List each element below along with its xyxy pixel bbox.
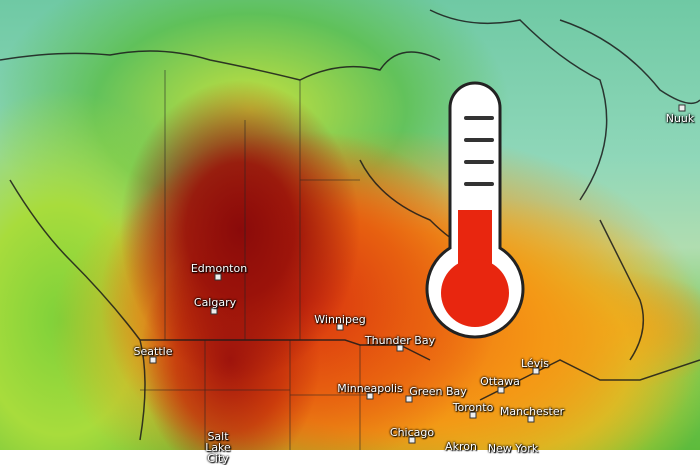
city-label-winnipeg[interactable]: Winnipeg: [314, 313, 366, 326]
city-label-thunder-bay[interactable]: Thunder Bay: [364, 334, 436, 347]
city-label-ottawa[interactable]: Ottawa: [480, 375, 520, 388]
city-marker: [532, 367, 540, 375]
city-marker: [678, 104, 686, 112]
borders-layer: [0, 9, 700, 450]
city-label-manchester[interactable]: Manchester: [499, 405, 565, 418]
city-label-minneapolis[interactable]: Minneapolis: [337, 382, 403, 395]
city-marker: [497, 386, 505, 394]
city-label-chicago[interactable]: Chicago: [389, 426, 435, 439]
city-marker: [396, 344, 404, 352]
city-marker: [366, 392, 374, 400]
thermometer-icon: [425, 81, 525, 339]
city-label-nuuk[interactable]: Nuuk: [665, 112, 695, 125]
city-label-toronto[interactable]: Toronto: [452, 401, 494, 414]
city-label-akron[interactable]: Akron: [445, 440, 477, 453]
city-marker: [469, 411, 477, 419]
city-label-edmonton[interactable]: Edmonton: [190, 262, 248, 275]
city-marker: [527, 415, 535, 423]
city-marker: [210, 307, 218, 315]
city-label-levis[interactable]: Lévis: [521, 357, 549, 370]
city-label-seattle[interactable]: Seattle: [133, 345, 173, 358]
city-marker: [405, 395, 413, 403]
city-label-new-york[interactable]: New York: [487, 442, 539, 455]
city-marker: [336, 323, 344, 331]
city-marker: [214, 273, 222, 281]
city-label-calgary[interactable]: Calgary: [193, 296, 237, 309]
city-marker: [408, 436, 416, 444]
city-label-green-bay[interactable]: Green Bay: [409, 385, 467, 398]
city-marker: [149, 356, 157, 364]
city-label-salt-lake-city[interactable]: Salt Lake City: [205, 430, 231, 465]
